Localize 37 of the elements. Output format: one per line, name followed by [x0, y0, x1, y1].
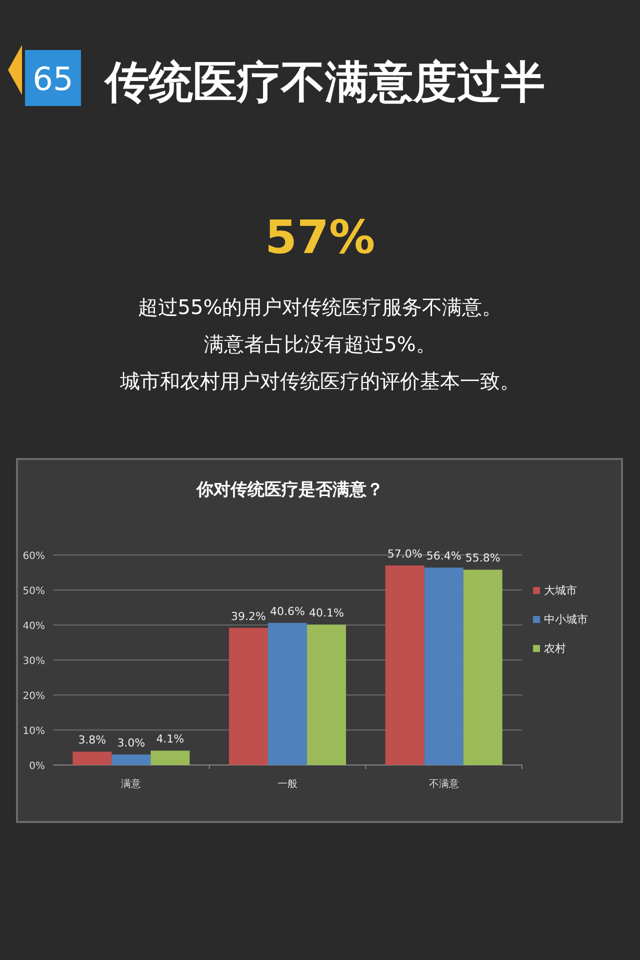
legend-label: 大城市: [544, 584, 577, 597]
data-label: 4.1%: [156, 732, 184, 746]
bar: [385, 566, 424, 765]
y-tick-label: 30%: [22, 656, 45, 667]
x-tick-label: 不满意: [428, 778, 459, 790]
bar: [307, 624, 346, 765]
chart-title: 你对传统医疗是否满意？: [196, 480, 384, 500]
y-tick-label: 20%: [22, 691, 45, 702]
header: 65 传统医疗不满意度过半: [8, 45, 545, 108]
x-tick-label: 满意: [121, 778, 142, 790]
bar: [150, 750, 190, 765]
y-tick-label: 60%: [22, 551, 45, 562]
x-tick-label: 一般: [278, 779, 298, 790]
data-label: 40.1%: [309, 606, 344, 620]
y-tick-label: 40%: [22, 621, 45, 632]
data-label: 56.4%: [426, 550, 462, 563]
text: 超过55%的用户对传统医疗服务不满意。: [138, 295, 502, 319]
legend-label: 农村: [544, 642, 566, 655]
bar: [463, 570, 502, 765]
data-label: 39.2%: [231, 610, 266, 623]
text: 城市和农村用户对传统医疗的评价基本一致。: [119, 369, 520, 393]
legend-label: 中小城市: [544, 613, 588, 626]
data-label: 55.8%: [465, 552, 500, 565]
data-label: 3.8%: [78, 734, 106, 747]
text: 57%: [264, 210, 376, 264]
y-tick-label: 10%: [22, 726, 45, 737]
y-tick-label: 50%: [22, 586, 45, 597]
text: 满意者占比没有超过5%。: [204, 332, 436, 356]
data-label: 57.0%: [387, 548, 422, 560]
y-tick-label: 0%: [29, 761, 45, 772]
bar: [72, 752, 112, 765]
bar: [112, 754, 151, 765]
bar: [424, 568, 464, 765]
bar: [229, 628, 268, 765]
data-label: 3.0%: [117, 736, 146, 750]
data-label: 40.6%: [270, 604, 305, 618]
bar: [268, 622, 307, 765]
